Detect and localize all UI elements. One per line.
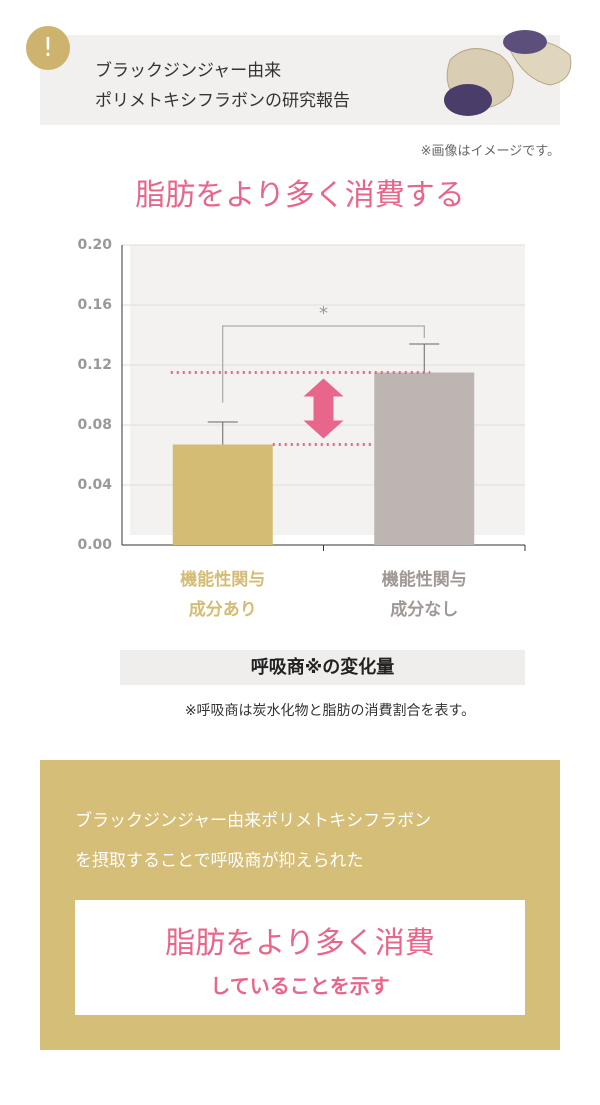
- significance-bracket: [222, 325, 425, 403]
- ginger-illustration: [444, 30, 572, 116]
- icon: !: [26, 26, 70, 70]
- y-tick-label: 0.08: [77, 417, 112, 433]
- annotation: *: [319, 303, 328, 324]
- difference-arrow: [303, 378, 344, 439]
- chart-title: 脂肪をより多く消費する: [135, 178, 465, 213]
- highlight: 脂肪をより多く消費: [165, 926, 435, 961]
- summary-line: ブラックジンジャー由来ポリメトキシフラボン: [75, 811, 432, 831]
- y-tick-label: 0.20: [77, 237, 112, 253]
- header-line: ポリメトキシフラボンの研究報告: [95, 91, 350, 111]
- image-note: ※画像はイメージです。: [420, 144, 560, 159]
- x-axis-label: 呼吸商※の変化量: [250, 657, 395, 678]
- bar: [172, 444, 273, 545]
- xlabel-box: [120, 650, 525, 685]
- y-tick-label: 0.00: [77, 537, 112, 553]
- highlight-box: [75, 900, 525, 1015]
- y-tick-label: 0.04: [77, 477, 112, 493]
- header-line: ブラックジンジャー由来: [95, 61, 282, 81]
- bar: [374, 372, 475, 545]
- chart: 0.00 0.04 0.08 0.12 0.16 0.20 *: [77, 237, 526, 553]
- y-tick-label: 0.16: [77, 297, 112, 313]
- x-tick-label: 機能性関与 成分あり: [180, 570, 266, 620]
- footnote: ※呼吸商は炭水化物と脂肪の消費割合を表す。: [184, 703, 476, 719]
- y-tick-label: 0.12: [77, 357, 112, 373]
- summary-line: を摂取することで呼吸商が抑えられた: [75, 851, 364, 871]
- x-tick-label: 機能性関与 成分なし: [381, 570, 467, 620]
- highlight-sub: していることを示す: [210, 974, 390, 998]
